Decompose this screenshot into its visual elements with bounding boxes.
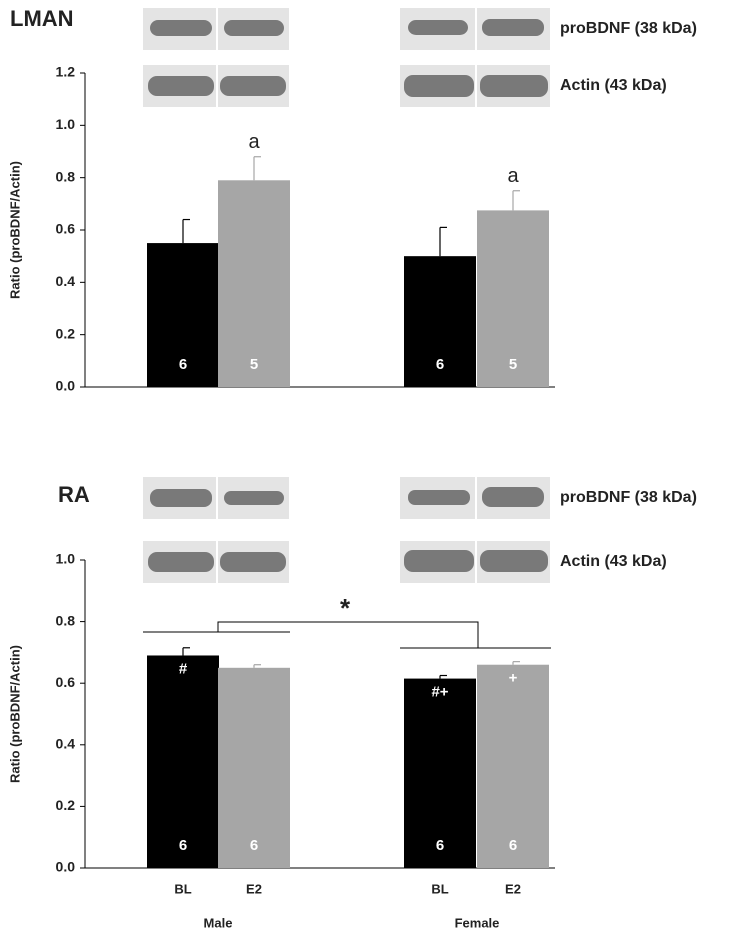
x-sub-label: E2 [505, 881, 521, 896]
y-tick-label: 1.0 [56, 551, 76, 567]
bar-annotation: a [248, 131, 260, 153]
n-label: 6 [436, 837, 444, 854]
y-tick-label: 0.2 [56, 325, 76, 341]
y-tick-label: 0.6 [56, 221, 76, 237]
bar [477, 210, 549, 387]
blots-bottom [143, 477, 550, 583]
n-label: 6 [250, 837, 258, 854]
x-sub-label: BL [431, 881, 448, 896]
x-category-label: Female [455, 915, 500, 930]
blot-label: Actin (43 kDa) [560, 77, 667, 94]
bar-annotation: + [509, 670, 518, 687]
bar [147, 655, 219, 868]
panel-title: RA [58, 482, 90, 507]
x-sub-label: BL [174, 881, 191, 896]
y-axis-label: Ratio (proBDNF/Actin) [7, 645, 22, 783]
n-label: 6 [509, 837, 517, 854]
x-sub-label: E2 [246, 881, 262, 896]
y-tick-label: 0.8 [56, 612, 76, 628]
x-category-label: Male [204, 915, 233, 930]
bar [218, 180, 290, 387]
blot-label: proBDNF (38 kDa) [560, 20, 697, 37]
bar [218, 667, 290, 868]
n-label: 5 [509, 356, 517, 373]
y-axis-label: Ratio (proBDNF/Actin) [7, 161, 22, 299]
blots-top [143, 8, 550, 107]
y-tick-label: 0.6 [56, 674, 76, 690]
bar [147, 243, 219, 387]
n-label: 5 [250, 356, 258, 373]
blot-label: proBDNF (38 kDa) [560, 489, 697, 506]
y-tick-label: 0.2 [56, 797, 76, 813]
y-tick-label: 0.4 [56, 736, 76, 752]
bar-annotation: # [179, 660, 188, 677]
n-label: 6 [179, 837, 187, 854]
n-label: 6 [436, 356, 444, 373]
bar [404, 256, 476, 387]
bar-annotation: #+ [431, 684, 448, 701]
y-tick-label: 0.8 [56, 168, 76, 184]
y-tick-label: 1.0 [56, 116, 76, 132]
y-tick-label: 0.4 [56, 273, 76, 289]
significance-bracket [143, 621, 551, 649]
panel-title: LMAN [10, 6, 74, 31]
bar [404, 678, 476, 868]
bar-annotation: a [507, 165, 519, 187]
n-label: 6 [179, 356, 187, 373]
y-tick-label: 0.0 [56, 378, 76, 394]
y-tick-label: 0.0 [56, 859, 76, 875]
bar [477, 664, 549, 868]
y-tick-label: 1.2 [56, 64, 76, 80]
blot-label: Actin (43 kDa) [560, 553, 667, 570]
significance-mark: * [340, 593, 351, 623]
